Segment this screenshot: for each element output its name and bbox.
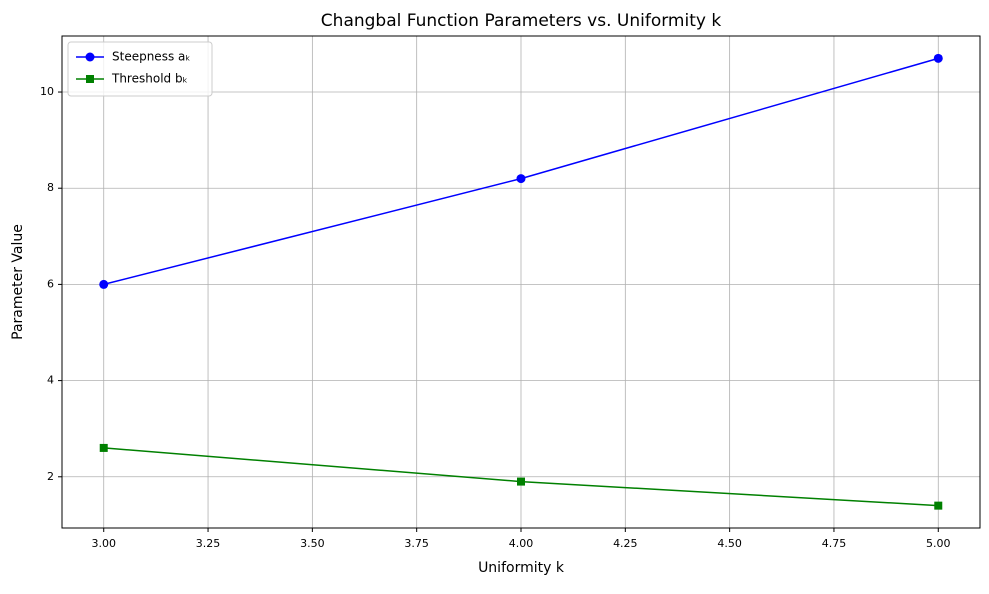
y-tick-label: 4 <box>47 374 54 387</box>
legend-label: Threshold bₖ <box>111 72 188 86</box>
marker <box>934 501 943 510</box>
y-tick-label: 2 <box>47 470 54 483</box>
x-tick-label: 3.00 <box>91 537 116 550</box>
x-tick-label: 4.00 <box>509 537 534 550</box>
marker <box>85 52 95 62</box>
legend-label: Steepness aₖ <box>112 50 190 64</box>
x-tick-label: 4.75 <box>822 537 847 550</box>
x-tick-label: 3.50 <box>300 537 325 550</box>
x-axis-label: Uniformity k <box>478 560 565 576</box>
plot-frame <box>61 35 981 529</box>
chart-title: Changbal Function Parameters vs. Uniform… <box>321 11 722 31</box>
x-tick-label: 5.00 <box>926 537 951 550</box>
y-tick-label: 6 <box>47 277 54 290</box>
x-tick-label: 3.25 <box>196 537 221 550</box>
x-tick-label: 4.25 <box>613 537 638 550</box>
y-tick-label: 8 <box>47 181 54 194</box>
marker <box>516 174 526 184</box>
legend-box <box>67 41 213 97</box>
y-axis-label: Parameter Value <box>10 224 26 340</box>
marker <box>99 279 109 289</box>
x-tick-label: 3.75 <box>404 537 429 550</box>
marker <box>86 75 94 83</box>
x-tick-label: 4.50 <box>717 537 742 550</box>
y-tick-label: 10 <box>40 85 54 98</box>
marker <box>99 443 108 452</box>
marker <box>517 477 525 486</box>
marker <box>933 53 943 63</box>
